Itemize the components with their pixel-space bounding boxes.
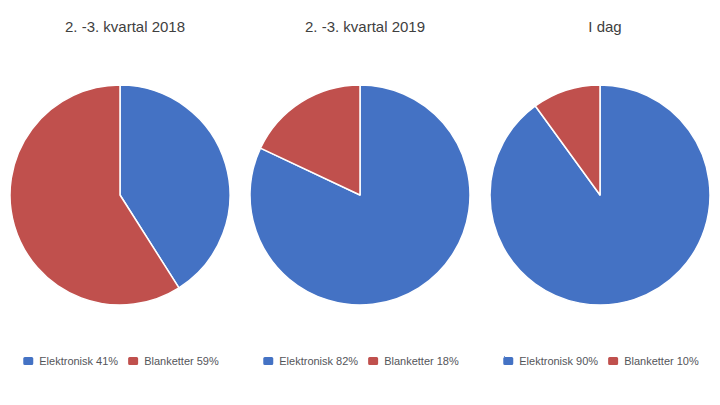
svg-text:Blanketter 59%: Blanketter 59%	[144, 355, 219, 367]
svg-text:Blanketter 18%: Blanketter 18%	[384, 355, 459, 367]
svg-text:Blanketter 10%: Blanketter 10%	[624, 355, 699, 367]
svg-text:Elektronisk 82%: Elektronisk 82%	[279, 355, 358, 367]
svg-text:2. -3. kvartal 2018: 2. -3. kvartal 2018	[65, 18, 185, 35]
svg-text:Elektronisk 90%: Elektronisk 90%	[519, 355, 598, 367]
svg-text:2. -3. kvartal 2019: 2. -3. kvartal 2019	[305, 18, 425, 35]
svg-text:Elektronisk 41%: Elektronisk 41%	[39, 355, 118, 367]
svg-text:I dag: I dag	[588, 18, 621, 35]
